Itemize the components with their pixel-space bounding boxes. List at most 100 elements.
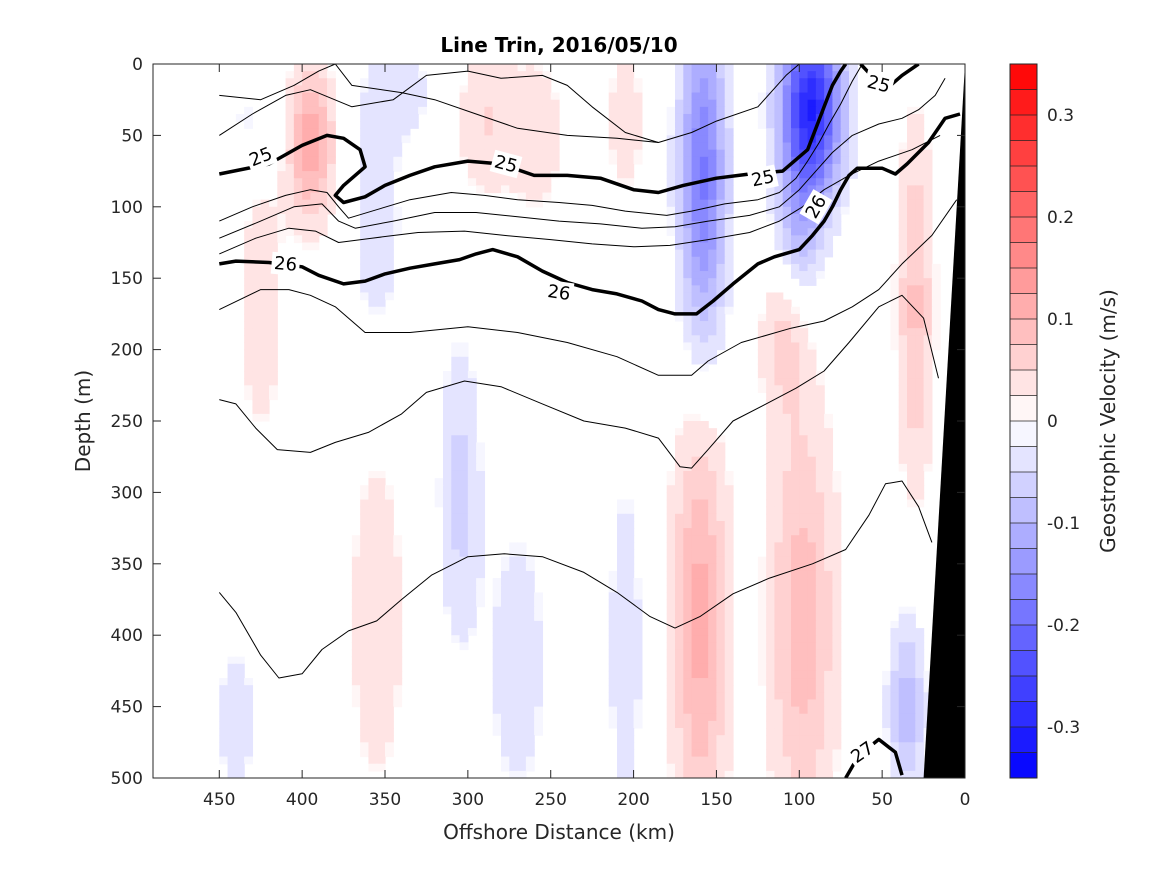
velocity-cell (617, 542, 626, 551)
velocity-cell (691, 563, 701, 572)
velocity-cell (509, 678, 519, 686)
velocity-cell (459, 149, 469, 158)
velocity-cell (683, 613, 693, 622)
velocity-cell (310, 78, 320, 87)
velocity-cell (467, 163, 477, 172)
velocity-cell (716, 156, 726, 165)
velocity-cell (451, 421, 461, 429)
velocity-cell (807, 692, 817, 701)
velocity-cell (691, 463, 701, 472)
velocity-cell (534, 678, 544, 686)
velocity-cell (393, 121, 403, 129)
velocity-cell (484, 71, 494, 79)
velocity-cell (542, 106, 552, 115)
velocity-cell (716, 756, 726, 765)
velocity-cell (675, 513, 684, 522)
velocity-cell (385, 64, 394, 72)
velocity-cell (683, 292, 693, 301)
velocity-cell (791, 313, 800, 322)
velocity-cell (376, 685, 386, 693)
velocity-cell (683, 592, 693, 601)
velocity-cell (550, 113, 560, 122)
velocity-cell (766, 628, 776, 636)
velocity-cell (525, 670, 535, 679)
velocity-cell (832, 649, 842, 658)
velocity-cell (791, 585, 800, 593)
velocity-cell (467, 463, 477, 472)
velocity-cell (815, 106, 825, 115)
velocity-cell (807, 499, 817, 508)
velocity-cell (815, 563, 825, 572)
velocity-cell (675, 249, 684, 258)
velocity-cell (368, 520, 378, 529)
velocity-cell (451, 485, 461, 493)
velocity-cell (683, 620, 693, 629)
velocity-cell (393, 620, 403, 629)
velocity-cell (293, 221, 303, 229)
velocity-cell (252, 285, 262, 294)
velocity-cell (882, 699, 892, 708)
velocity-cell (310, 71, 320, 79)
velocity-cell (807, 249, 817, 258)
velocity-cell (244, 371, 254, 379)
velocity-cell (459, 442, 469, 451)
velocity-cell (791, 592, 800, 601)
velocity-cell (666, 492, 676, 501)
velocity-cell (318, 121, 328, 129)
velocity-cell (393, 556, 403, 565)
velocity-cell (393, 685, 403, 693)
velocity-cell (757, 113, 767, 122)
velocity-cell (898, 413, 908, 422)
velocity-cell (766, 599, 776, 608)
velocity-cell (824, 413, 834, 422)
velocity-cell (376, 199, 386, 208)
velocity-cell (675, 485, 684, 493)
velocity-cell (451, 585, 461, 593)
velocity-cell (716, 121, 726, 129)
velocity-cell (824, 106, 834, 115)
velocity-cell (385, 578, 394, 586)
velocity-cell (799, 263, 809, 272)
velocity-cell (608, 85, 618, 94)
velocity-cell (716, 663, 726, 672)
velocity-cell (782, 156, 792, 165)
velocity-cell (385, 613, 394, 622)
velocity-cell (467, 456, 477, 465)
velocity-cell (227, 756, 237, 765)
velocity-cell (724, 578, 734, 586)
velocity-cell (766, 620, 776, 629)
velocity-cell (401, 113, 411, 122)
velocity-cell (683, 78, 693, 87)
velocity-cell (782, 656, 792, 665)
velocity-cell (368, 92, 378, 101)
velocity-cell (476, 449, 486, 458)
velocity-cell (807, 570, 817, 579)
velocity-cell (907, 463, 916, 472)
velocity-cell (757, 613, 767, 622)
velocity-cell (724, 549, 734, 558)
velocity-cell (368, 613, 378, 622)
velocity-cell (542, 156, 552, 165)
velocity-cell (757, 563, 767, 572)
velocity-cell (492, 692, 502, 701)
velocity-cell (716, 249, 726, 258)
velocity-cell (757, 585, 767, 593)
velocity-cell (476, 85, 486, 94)
velocity-cell (716, 770, 726, 778)
contour-label-bg (862, 69, 896, 99)
velocity-cell (368, 506, 378, 515)
velocity-cell (699, 599, 709, 608)
velocity-cell (757, 349, 767, 358)
velocity-cell (791, 242, 800, 251)
velocity-cell (774, 578, 784, 586)
velocity-cell (824, 421, 834, 429)
velocity-cell (774, 199, 784, 208)
velocity-cell (351, 599, 361, 608)
velocity-cell (824, 763, 834, 772)
velocity-cell (385, 113, 394, 122)
velocity-cell (525, 699, 535, 708)
velocity-cell (824, 442, 834, 451)
velocity-cell (675, 99, 684, 108)
velocity-cell (782, 563, 792, 572)
velocity-cell (534, 185, 544, 194)
